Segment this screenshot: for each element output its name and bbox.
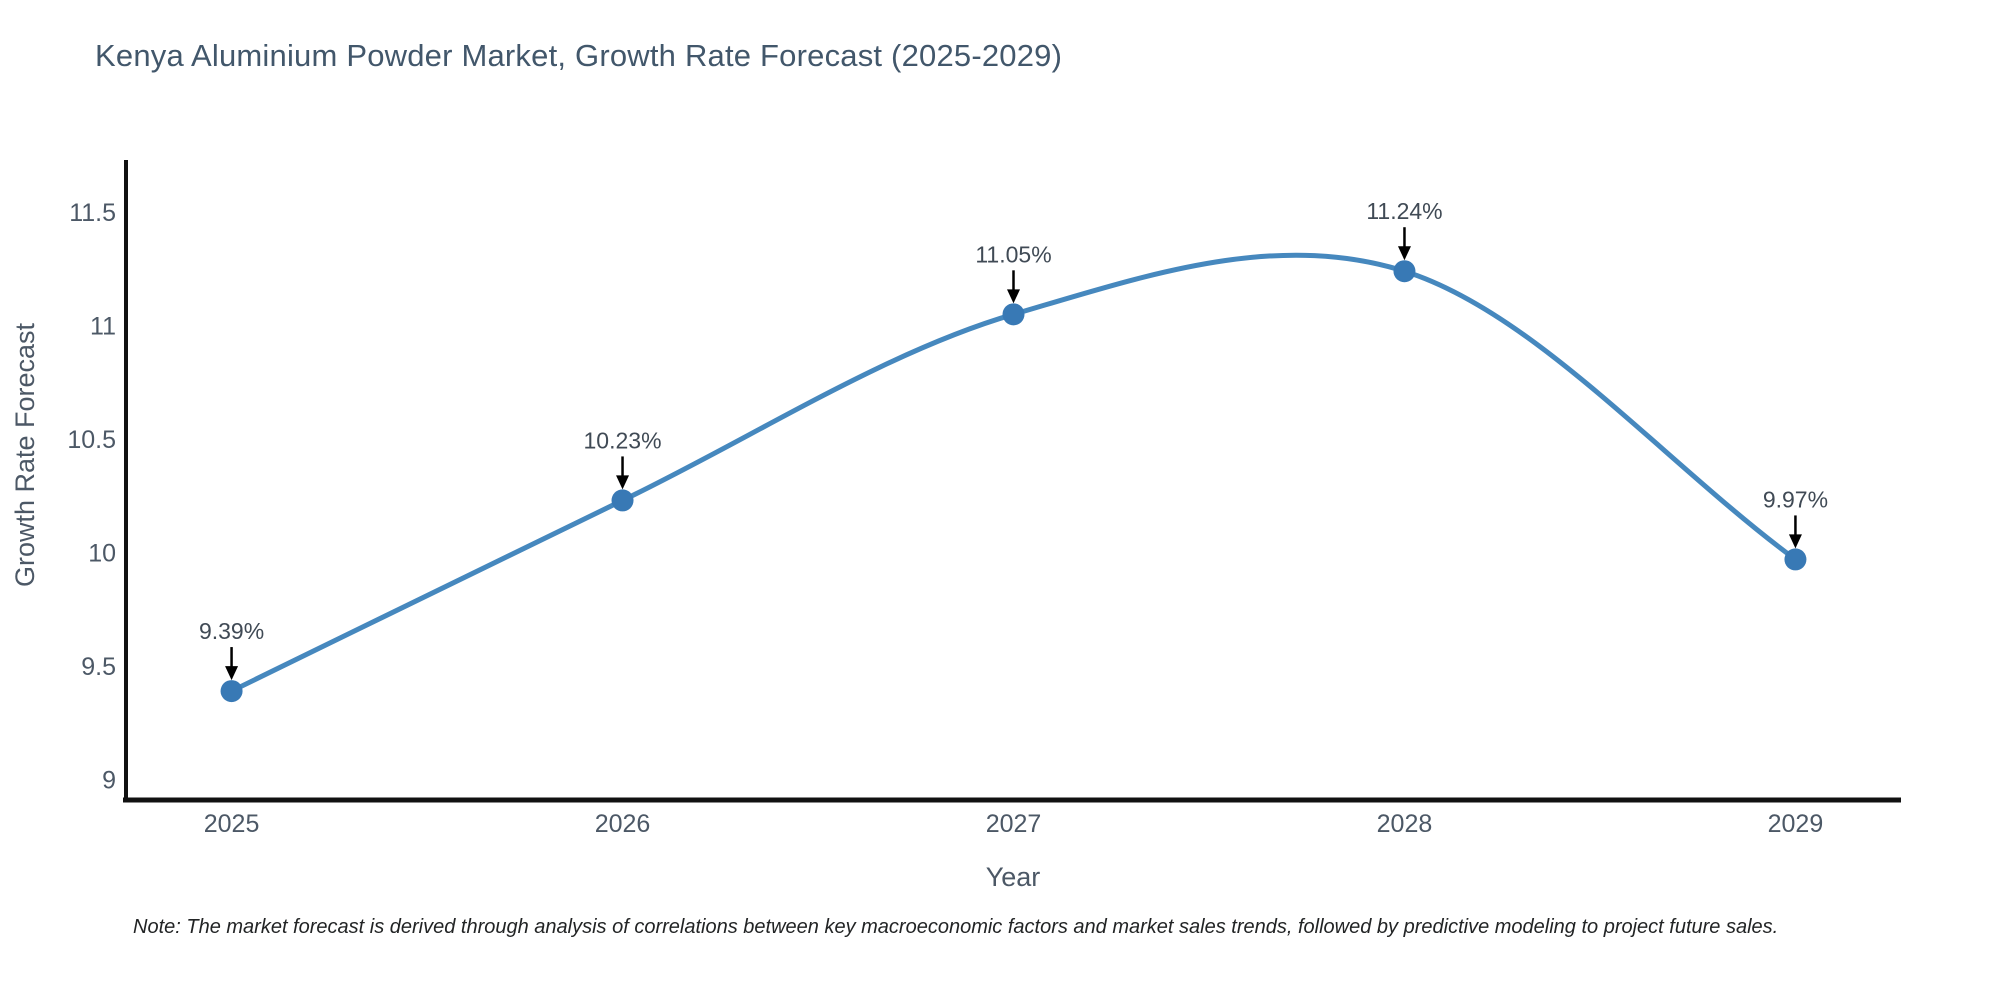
data-point[interactable] xyxy=(1002,303,1025,326)
point-annotation-group: 9.39% xyxy=(199,618,264,681)
point-annotation-label: 9.39% xyxy=(199,618,264,644)
x-axis-title: Year xyxy=(986,862,1041,892)
x-tick-label: 2027 xyxy=(986,810,1042,838)
y-tick-label: 10 xyxy=(88,540,116,568)
point-annotation-label: 9.97% xyxy=(1763,486,1828,512)
y-tick-label: 9 xyxy=(102,767,116,795)
x-tick-label: 2025 xyxy=(204,810,260,838)
y-axis-tick-labels: 9 9.5 10 10.5 11 11.5 xyxy=(67,199,116,794)
annotation-arrowhead-icon xyxy=(225,666,239,681)
point-annotation-group: 10.23% xyxy=(584,427,662,490)
point-annotations: 9.39% 10.23% 11.05% 11.24% 9.97% xyxy=(199,198,1828,681)
y-tick-label: 10.5 xyxy=(67,426,116,454)
data-point[interactable] xyxy=(1784,548,1807,571)
point-annotation-group: 11.05% xyxy=(975,241,1052,304)
x-tick-label: 2029 xyxy=(1768,810,1824,838)
annotation-arrowhead-icon xyxy=(1007,289,1020,304)
chart-note: Note: The market forecast is derived thr… xyxy=(133,916,1779,938)
y-tick-label: 11 xyxy=(90,313,116,341)
annotation-arrowhead-icon xyxy=(616,475,630,490)
y-tick-label: 9.5 xyxy=(81,653,116,681)
point-annotation-group: 11.24% xyxy=(1366,198,1443,261)
point-annotation-group: 9.97% xyxy=(1763,486,1828,549)
point-annotation-label: 10.23% xyxy=(584,427,662,453)
data-point[interactable] xyxy=(1393,260,1416,283)
annotation-arrowhead-icon xyxy=(1397,246,1411,261)
data-point[interactable] xyxy=(611,489,634,512)
x-axis-tick-labels: 2025 2026 2027 2028 2029 xyxy=(204,810,1824,838)
point-annotation-label: 11.05% xyxy=(975,241,1051,267)
y-tick-label: 11.5 xyxy=(69,199,116,227)
x-tick-label: 2026 xyxy=(595,810,651,838)
y-axis-title: Growth Rate Forecast xyxy=(10,322,40,587)
data-point[interactable] xyxy=(220,680,243,703)
point-annotation-label: 11.24% xyxy=(1366,198,1442,224)
annotation-arrowhead-icon xyxy=(1788,534,1802,549)
chart-title: Kenya Aluminium Powder Market, Growth Ra… xyxy=(95,38,1063,73)
data-point-markers xyxy=(220,260,1807,703)
x-tick-label: 2028 xyxy=(1377,810,1433,838)
